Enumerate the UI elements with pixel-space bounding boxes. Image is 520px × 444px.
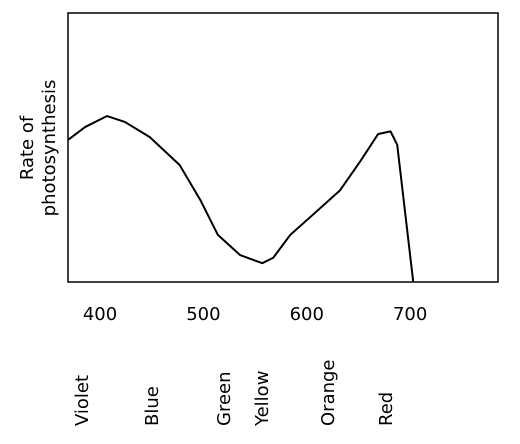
y-axis-label: photosynthesis [39,80,60,217]
color-label: Yellow [252,371,273,427]
x-tick-label: 500 [186,304,220,325]
x-tick-label: 600 [290,304,324,325]
color-label: Red [376,392,397,426]
color-label: Green [214,371,235,426]
x-tick-label: 700 [393,304,427,325]
color-label: Blue [142,386,163,426]
plot-frame [67,12,499,283]
color-label: Violet [72,375,93,426]
color-label: Orange [318,359,339,426]
y-axis-label: Rate of [17,115,38,180]
data-line [67,115,415,283]
x-tick-label: 400 [83,304,117,325]
